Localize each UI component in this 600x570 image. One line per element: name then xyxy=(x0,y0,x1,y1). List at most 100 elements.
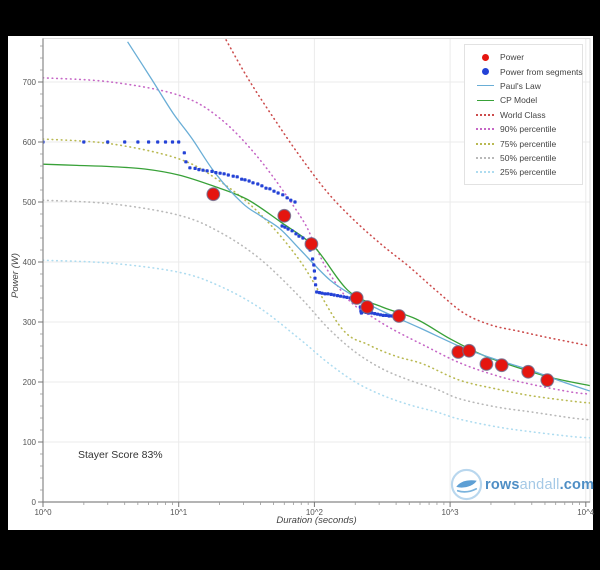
25-percentile-line-icon xyxy=(473,171,497,174)
segment-point xyxy=(205,169,209,173)
segment-point xyxy=(314,283,318,287)
y-tick-label: 200 xyxy=(23,378,37,387)
y-tick-label: 100 xyxy=(23,438,37,447)
world-class-line-icon xyxy=(473,113,497,116)
segment-point xyxy=(240,177,244,181)
power-point xyxy=(206,187,221,202)
cp-model-line-icon xyxy=(473,99,497,101)
segment-point xyxy=(281,193,285,197)
segment-point xyxy=(264,186,268,190)
segment-point xyxy=(156,140,160,144)
segment-point xyxy=(345,295,349,299)
segment-point xyxy=(293,200,297,204)
paul-s-law-line-icon xyxy=(473,85,497,87)
segment-point xyxy=(193,166,197,170)
segment-point xyxy=(387,314,391,318)
segment-point xyxy=(378,313,383,317)
power-from-segments-dot-icon xyxy=(473,68,497,76)
segment-point xyxy=(170,140,175,144)
power-point xyxy=(494,358,509,373)
series-75-percentile xyxy=(43,138,590,404)
legend-label: 25% percentile xyxy=(500,167,557,178)
segment-point xyxy=(286,227,290,231)
chart-legend: Power Power from segments Paul's Law CP Mod… xyxy=(464,44,583,185)
logo-text-andall: andall xyxy=(519,476,560,493)
segment-point xyxy=(147,140,151,144)
segment-point xyxy=(197,168,201,172)
75-percentile-line-icon xyxy=(473,142,497,145)
segment-point xyxy=(214,171,218,175)
segment-point xyxy=(222,172,226,176)
segment-point xyxy=(290,229,294,233)
segment-point xyxy=(335,294,340,298)
segment-point xyxy=(235,175,239,179)
power-point xyxy=(479,357,494,371)
segment-point xyxy=(182,151,186,155)
segment-point xyxy=(201,168,205,172)
logo-text-rows: rows xyxy=(485,476,520,493)
segment-point xyxy=(177,140,181,144)
chart-series xyxy=(43,38,590,439)
segment-point xyxy=(276,191,280,195)
segment-point xyxy=(329,292,333,296)
legend-item-25-percentile: 25% percentile xyxy=(465,165,582,179)
power-point xyxy=(540,373,555,388)
segment-point xyxy=(285,196,289,200)
power-point xyxy=(360,300,375,314)
legend-label: Paul's Law xyxy=(500,80,541,91)
segment-point xyxy=(218,171,222,175)
y-tick-label: 700 xyxy=(23,78,37,87)
segment-point xyxy=(243,178,247,182)
segment-point xyxy=(323,292,327,296)
segment-point xyxy=(312,269,316,273)
stayer-score-annotation: Stayer Score 83% xyxy=(78,449,163,461)
segment-point xyxy=(311,257,315,261)
segment-point xyxy=(332,293,336,297)
segment-point xyxy=(106,140,110,144)
legend-item-cp-model: CP Model xyxy=(465,93,582,107)
segment-point xyxy=(280,224,284,228)
x-tick-label: 10^4 xyxy=(577,508,595,517)
segment-point xyxy=(136,140,140,144)
legend-item-power-from-segments: Power from segments xyxy=(465,64,583,78)
legend-label: Power xyxy=(500,52,525,63)
segment-point xyxy=(268,187,272,191)
50-percentile-line-icon xyxy=(473,156,497,159)
legend-item-world-class: World Class xyxy=(465,108,582,122)
segment-point xyxy=(188,166,192,170)
rowsandall-logo[interactable]: rows andall .com xyxy=(450,466,594,503)
segment-point xyxy=(231,174,235,178)
y-tick-label: 600 xyxy=(23,138,37,147)
segment-point xyxy=(297,234,301,238)
segment-point xyxy=(317,291,322,295)
rowsandall-logo-icon xyxy=(450,468,483,501)
x-tick-label: 10^2 xyxy=(306,508,324,517)
segment-point xyxy=(342,295,346,299)
x-tick-label: 10^3 xyxy=(442,508,460,517)
segment-point xyxy=(312,263,316,267)
segment-point xyxy=(272,189,276,193)
x-tick-label: 10^1 xyxy=(170,508,188,517)
gridlines xyxy=(43,38,590,502)
90-percentile-line-icon xyxy=(473,128,497,131)
segment-point xyxy=(256,182,260,186)
x-axis-label: Duration (seconds) xyxy=(276,515,357,526)
segment-point xyxy=(294,232,298,236)
power-point xyxy=(349,291,364,305)
series-25-percentile xyxy=(43,259,590,439)
series-world-class xyxy=(224,38,590,347)
segment-point xyxy=(163,140,168,144)
segment-point xyxy=(289,198,293,202)
legend-item-90-percentile: 90% percentile xyxy=(465,122,582,136)
segment-point xyxy=(210,169,214,173)
power-point xyxy=(392,309,406,323)
segment-point xyxy=(320,291,324,295)
segment-point xyxy=(251,181,255,185)
segment-point xyxy=(301,236,305,240)
legend-label: World Class xyxy=(500,109,546,120)
series-90-percentile xyxy=(43,77,590,395)
legend-label: Power from segments xyxy=(500,66,583,77)
segment-point xyxy=(381,313,385,317)
segment-point xyxy=(384,313,388,317)
